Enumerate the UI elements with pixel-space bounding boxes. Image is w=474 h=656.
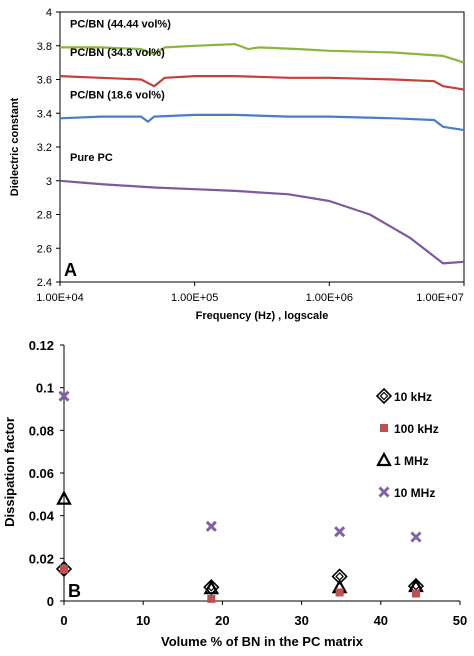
panel-a-y-tick-label: 3.4 <box>37 108 52 120</box>
panel-b-legend-marker <box>375 387 393 405</box>
panel-b-data-point <box>205 520 217 532</box>
panel-a-y-axis-label: Dielectric constant <box>9 97 21 196</box>
panel-b-y-axis-label: Dissipation factor <box>2 417 17 527</box>
panel-b-data-point <box>203 579 220 596</box>
panel-a-x-tick-label: 1.00E+04 <box>36 292 83 304</box>
panel-b-x-tick-label: 20 <box>215 613 229 628</box>
panel-a-x-axis-label: Frequency (Hz) , logscale <box>196 310 329 322</box>
panel-b-data-point <box>207 594 216 603</box>
panel-b-x-tick-label: 50 <box>453 613 467 628</box>
panel-a-dielectric-chart: 2.4 2.6 2.8 3 3.2 3.4 3.6 3.8 4 1.00E+04 1.00E+05… <box>9 7 465 322</box>
panel-b-legend-label: 10 kHz <box>394 390 432 404</box>
panel-a-y-tick-label: 3 <box>46 176 52 188</box>
panel-a-y-tick-label: 2.4 <box>37 277 52 289</box>
panel-a-y-tick-label: 3.2 <box>37 142 52 154</box>
panel-b-legend-label: 10 MHz <box>394 486 435 500</box>
panel-b-y-tick-label: 0.08 <box>29 423 54 438</box>
panel-b-y-tick-label: 0.04 <box>29 509 55 524</box>
panel-a-series-label: PC/BN (18.6 vol%) <box>70 89 165 101</box>
panel-b-data-point <box>334 526 346 538</box>
panel-a-series-label: Pure PC <box>70 152 113 164</box>
panel-b-legend-label: 100 kHz <box>394 422 439 436</box>
panel-a-letter: A <box>64 260 77 280</box>
panel-b-legend-marker <box>378 486 390 498</box>
panel-b-y-tick-label: 0.1 <box>36 381 54 396</box>
panel-b-y-tick-label: 0.06 <box>29 466 54 481</box>
panel-a-series-line <box>60 42 465 64</box>
panel-b-x-tick-label: 10 <box>136 613 150 628</box>
panel-b-letter: B <box>68 581 81 601</box>
panel-b-x-tick-label: 40 <box>374 613 388 628</box>
panel-a-series-line <box>59 113 465 132</box>
panel-b-x-tick-label: 0 <box>60 613 67 628</box>
panel-a-series-line <box>59 74 465 91</box>
panel-b-y-tick-label: 0.12 <box>29 338 54 353</box>
panel-b-data-point <box>411 589 420 598</box>
panel-b-dissipation-chart: 0 0.02 0.04 0.06 0.08 0.1 0.12 0 10 20 30 40 50 10 … <box>2 338 467 649</box>
panel-a-y-tick-label: 2.6 <box>37 243 52 255</box>
panel-a-y-tick-label: 4 <box>46 7 52 19</box>
panel-a-series-line <box>59 179 465 265</box>
panel-a-y-tick-label: 3.8 <box>37 41 52 53</box>
panel-b-legend-label: 1 MHz <box>394 454 429 468</box>
panel-a-y-tick-label: 3.6 <box>37 75 52 87</box>
panel-b-x-axis-label: Volume % of BN in the PC matrix <box>161 634 364 649</box>
panel-b-data-point <box>410 531 422 543</box>
panel-b-data-point <box>331 568 348 585</box>
panel-a-x-tick-label: 1.00E+05 <box>171 292 218 304</box>
panel-b-data-point <box>56 490 72 505</box>
panel-a-series-label: PC/BN (44.44 vol%) <box>70 18 171 30</box>
panel-b-y-tick-label: 0 <box>47 594 54 609</box>
panel-b-data-point <box>335 588 344 597</box>
panel-b-y-tick-label: 0.02 <box>29 551 54 566</box>
panel-a-y-tick-label: 2.8 <box>37 210 52 222</box>
panel-a-x-tick-label: 1.00E+07 <box>416 292 463 304</box>
panel-a-x-tick-label: 1.00E+06 <box>306 292 353 304</box>
panel-b-data-point <box>58 390 70 402</box>
panel-b-data-point <box>60 565 68 573</box>
panel-b-x-tick-label: 30 <box>294 613 308 628</box>
panel-b-legend-marker <box>380 424 388 432</box>
panel-a-series-label: PC/BN (34.8 vol%) <box>70 47 165 59</box>
panel-b-legend-marker <box>376 451 392 467</box>
